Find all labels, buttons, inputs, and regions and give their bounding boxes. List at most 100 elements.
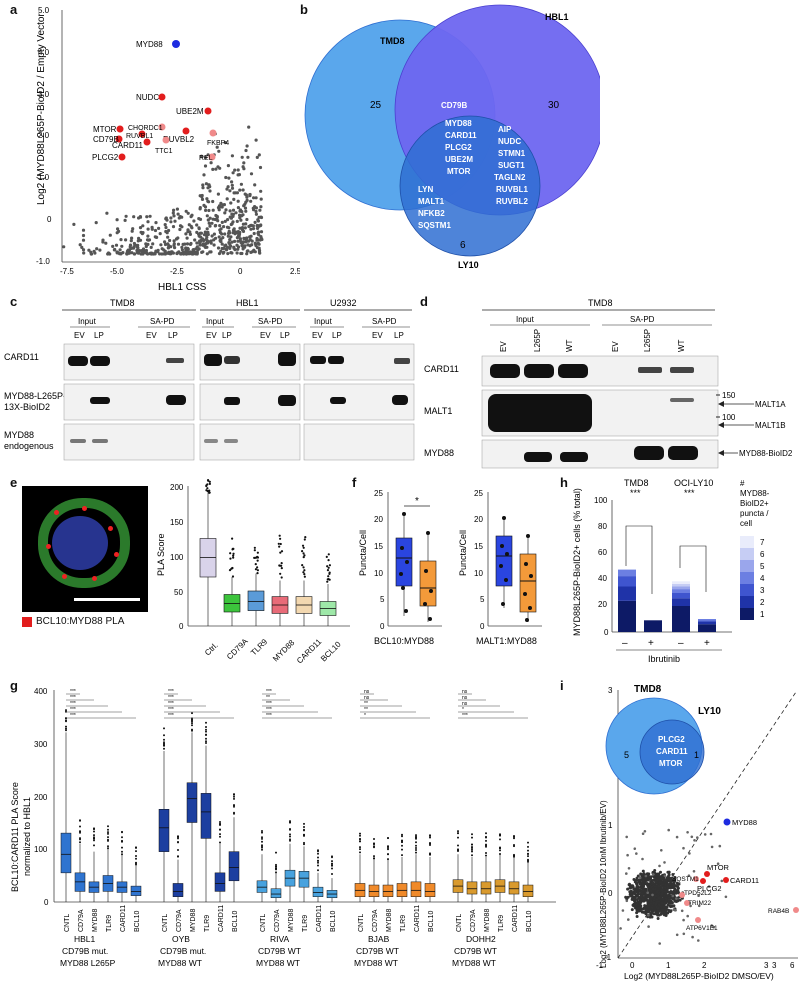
outlier [253,549,256,552]
pla-dot [54,510,59,515]
panel-e-ylabel: PLA Score [156,533,166,576]
scatter-point [249,227,253,231]
panel-a-ytick: 0 [47,215,52,224]
scatter-point [253,205,257,209]
outlier [387,853,389,856]
box [522,884,534,897]
scatter-point [664,897,668,901]
panel-g-ytick: 200 [34,793,48,802]
scatter-point [166,246,170,250]
scatter-point [670,890,674,894]
panel-g-cat: BCL10 [428,910,435,932]
outlier [401,839,403,842]
box [186,782,198,823]
bar-segment [672,586,690,590]
scatter-point [238,216,242,220]
point-label-fkbp4: FKBP4 [207,140,229,147]
scatter-point [146,227,150,231]
scatter-point [659,870,662,874]
blot-d-lane: WT [565,339,574,352]
panel-g-cat: BCL10 [232,910,239,932]
outlier [429,844,431,846]
outlier [79,841,81,844]
scatter-point [637,895,641,899]
outlier [387,846,389,849]
scatter-point [231,231,235,235]
scatter-point [660,901,664,905]
outlier [415,847,417,849]
outlier [471,833,473,836]
scatter-point [642,910,646,914]
scatter-point [654,902,658,906]
panel-g-cat: MYD88 [190,909,197,932]
outlier [513,835,515,837]
outlier [373,857,375,860]
scatter-point [115,231,119,235]
bar-segment [672,581,690,584]
venn-count-tmd8: 25 [370,100,382,111]
panel-e-cat: CARD11 [295,637,324,666]
scatter-point [675,835,679,839]
scatter-point [627,867,631,870]
scatter-point [141,247,146,251]
scatter-point [688,852,691,855]
outlier [279,542,282,546]
blot-d-sapd: SA-PD [630,315,655,324]
scatter-point [690,835,694,839]
outlier [415,844,417,847]
scatter-point [662,905,666,909]
scatter-point [147,238,152,242]
scatter-point [649,911,653,915]
outlier [232,554,235,557]
outlier [275,851,277,854]
blot-c-group-u2932: U2932 [330,298,357,308]
scatter-point [239,251,243,256]
scatter-point [108,233,112,237]
outlier [135,857,137,860]
panel-a-xtick: -7.5 [60,267,74,276]
panel-a-ytick: 1.0 [38,173,50,182]
outlier [256,572,259,575]
scatter-point [203,155,208,160]
bar-segment [672,589,690,593]
outlier [326,580,329,583]
outlier [275,871,277,874]
scatter-point [236,206,240,210]
panel-a-ytick: 4.0 [38,48,50,57]
scatter-point [114,243,119,247]
scatter-point [625,872,628,875]
outlier [253,546,256,549]
outlier [327,559,330,562]
panel-b-venn: TMD8 HBL1 LY10 25 30 6 CD79B MYD88 CARD1… [304,4,600,270]
scatter-point [208,250,212,254]
panel-a-xlabel: HBL1 CSS [158,282,207,292]
outlier [303,822,305,825]
scatter-point [240,243,244,248]
panel-g-group-label: DOHH2 [466,934,496,944]
scatter-point [235,219,239,223]
scatter-point [641,888,645,892]
scatter-point [236,199,240,203]
legend-value: 1 [760,610,765,619]
outlier [301,544,305,547]
pla-micrograph [22,486,148,612]
scatter-point [635,898,639,901]
panel-g-cat: CNTL [260,914,267,932]
venn-right-item: NUDC [498,137,521,146]
scatter-point [657,903,661,907]
scatter-point [652,901,656,905]
outlier [205,730,207,733]
outlier [93,844,95,847]
outlier [359,851,361,854]
panel-e-ytick: 150 [170,518,184,527]
scatter-point [238,188,242,192]
panel-letter-g: g [10,678,18,693]
scatter-point [137,250,141,254]
bar-segment [672,606,690,632]
panel-h-xlabel: Ibrutinib [648,654,680,664]
scatter-point [244,222,248,226]
scatter-point [645,904,649,908]
panel-f-ytick: 25 [474,489,483,498]
outlier [79,830,81,833]
outlier [107,832,109,835]
